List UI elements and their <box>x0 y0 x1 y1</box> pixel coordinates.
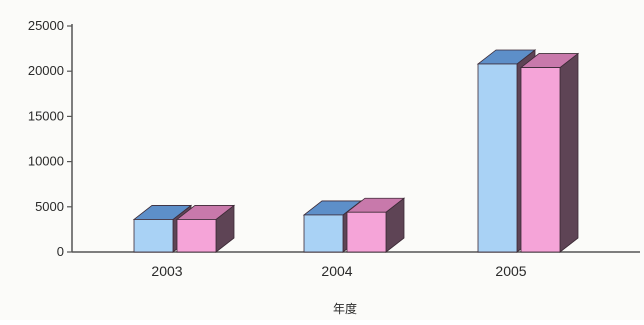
bar-front <box>520 67 561 253</box>
bar-series2 <box>519 52 580 253</box>
x-tick-label: 2004 <box>321 263 352 279</box>
bar-front <box>133 219 174 253</box>
bars <box>132 49 580 253</box>
y-tick-label: 5000 <box>35 199 64 214</box>
bar-front <box>346 211 387 253</box>
y-tick-label: 20000 <box>28 63 64 78</box>
y-tick-label: 10000 <box>28 154 64 169</box>
bar-front <box>477 63 518 253</box>
y-tick-label: 25000 <box>28 18 64 33</box>
y-tick-label: 15000 <box>28 108 64 123</box>
x-tick-labels: 2003 2004 2005 <box>151 263 526 279</box>
bar-series2 <box>345 197 406 253</box>
bar-series2 <box>175 204 236 253</box>
bar-front <box>303 214 344 253</box>
x-tick-label: 2003 <box>151 263 182 279</box>
y-axis: 0 5000 10000 15000 20000 25000 <box>28 18 73 259</box>
bar-side <box>559 52 579 253</box>
y-tick-label: 0 <box>57 244 64 259</box>
x-axis-title: 年度 <box>333 301 357 316</box>
bar-front <box>176 219 217 253</box>
x-tick-label: 2005 <box>495 263 526 279</box>
